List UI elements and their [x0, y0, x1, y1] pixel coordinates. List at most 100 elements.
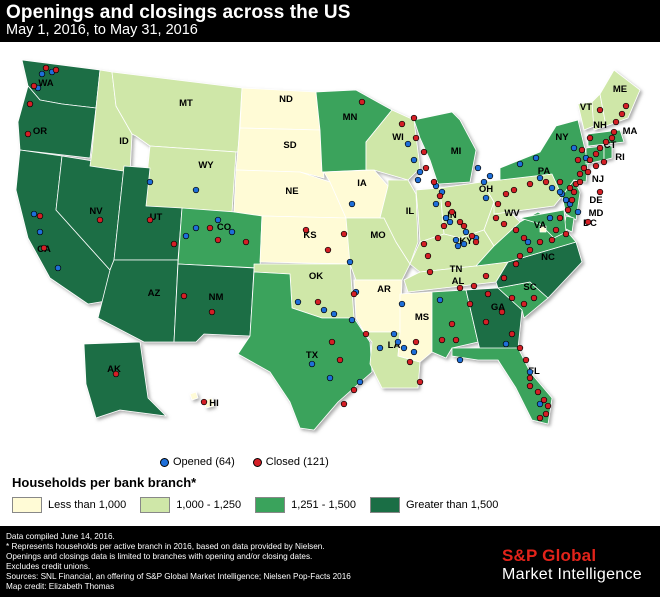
state-label-sc: SC: [523, 282, 536, 293]
opened-branch-marker: [346, 258, 354, 266]
state-pa: [481, 173, 563, 215]
closed-branch-marker: [576, 178, 584, 186]
closed-branch-marker: [552, 226, 560, 234]
state-label-in: IN: [447, 210, 457, 221]
opened-branch-marker: [462, 228, 470, 236]
legend-closed-label: Closed (121): [265, 456, 329, 468]
opened-branch-marker: [192, 224, 200, 232]
legend-swatch: [255, 497, 286, 513]
state-label-ak: AK: [107, 364, 121, 375]
state-label-mi: MI: [451, 146, 462, 157]
state-label-mo: MO: [370, 230, 385, 241]
closed-branch-marker: [498, 308, 506, 316]
state-label-or: OR: [33, 126, 47, 137]
closed-branch-marker: [420, 240, 428, 248]
state-label-nd: ND: [279, 94, 293, 105]
closed-branch-marker: [562, 230, 570, 238]
legend-title: Households per bank branch*: [12, 475, 197, 490]
legend-bin-label: 1,000 - 1,250: [176, 499, 242, 511]
closed-branch-marker: [24, 130, 32, 138]
brand-logo: S&P Global Market Intelligence: [502, 546, 642, 584]
closed-branch-marker: [472, 238, 480, 246]
state-wi: [365, 109, 421, 181]
state-or: [17, 85, 97, 159]
opened-dot-icon: [160, 457, 169, 467]
closed-branch-marker: [430, 178, 438, 186]
closed-branch-marker: [52, 66, 60, 74]
closed-branch-marker: [508, 294, 516, 302]
opened-branch-marker: [228, 228, 236, 236]
state-label-nm: NM: [209, 292, 224, 303]
opened-branch-marker: [474, 164, 482, 172]
state-label-ct: CT: [604, 140, 617, 151]
closed-branch-marker: [584, 218, 592, 226]
closed-branch-marker: [340, 400, 348, 408]
closed-branch-marker: [434, 234, 442, 242]
map-title: Openings and closings across the US: [6, 2, 351, 23]
closed-branch-marker: [548, 236, 556, 244]
closed-branch-marker: [512, 226, 520, 234]
closed-branch-marker: [42, 64, 50, 72]
closed-branch-marker: [350, 290, 358, 298]
closed-branch-marker: [214, 236, 222, 244]
closed-branch-marker: [516, 344, 524, 352]
opened-branch-marker: [398, 300, 406, 308]
opened-branch-marker: [294, 298, 302, 306]
closed-branch-marker: [340, 230, 348, 238]
opened-branch-marker: [574, 208, 582, 216]
state-label-co: CO: [217, 222, 231, 233]
state-label-ny: NY: [555, 132, 569, 143]
legend-opened: Opened (64): [160, 456, 235, 468]
opened-branch-marker: [410, 156, 418, 164]
closed-branch-marker: [336, 356, 344, 364]
state-tx: [237, 271, 373, 431]
opened-branch-marker: [570, 144, 578, 152]
opened-branch-marker: [330, 310, 338, 318]
closed-branch-marker: [584, 168, 592, 176]
closed-branch-marker: [444, 200, 452, 208]
closed-branch-marker: [512, 260, 520, 268]
note-line: Map credit: Elizabeth Thomas: [6, 582, 115, 591]
closed-branch-marker: [424, 252, 432, 260]
closed-branch-marker: [112, 370, 120, 378]
state-fl: [451, 347, 553, 425]
closed-branch-marker: [416, 378, 424, 386]
opened-branch-marker: [30, 210, 38, 218]
closed-branch-marker: [544, 402, 552, 410]
opened-branch-marker: [454, 242, 462, 250]
state-label-id: ID: [119, 136, 129, 147]
closed-branch-marker: [448, 320, 456, 328]
opened-branch-marker: [524, 238, 532, 246]
closed-branch-marker: [482, 272, 490, 280]
closed-branch-marker: [592, 150, 600, 158]
closed-branch-marker: [206, 224, 214, 232]
opened-branch-marker: [390, 330, 398, 338]
closed-branch-marker: [358, 98, 366, 106]
closed-branch-marker: [500, 274, 508, 282]
closed-branch-marker: [412, 134, 420, 142]
opened-branch-marker: [146, 178, 154, 186]
opened-branch-marker: [404, 140, 412, 148]
closed-branch-marker: [520, 300, 528, 308]
legend-bin-1: 1,000 - 1,250: [140, 497, 241, 513]
closed-branch-marker: [586, 134, 594, 142]
closed-branch-marker: [510, 186, 518, 194]
opened-branch-marker: [416, 168, 424, 176]
header: Openings and closings across the US May …: [0, 0, 660, 42]
state-label-ar: AR: [377, 284, 391, 295]
map-subtitle: May 1, 2016, to May 31, 2016: [6, 22, 198, 38]
state-label-vt: VT: [580, 102, 592, 113]
legend-bin-0: Less than 1,000: [12, 497, 126, 513]
state-dc: [539, 225, 547, 233]
state-mi: [413, 111, 477, 185]
state-label-ks: KS: [303, 230, 316, 241]
closed-branch-marker: [526, 374, 534, 382]
legend-swatch: [140, 497, 171, 513]
closed-branch-marker: [612, 118, 620, 126]
state-label-ky: KY: [459, 236, 473, 247]
opened-branch-marker: [356, 378, 364, 386]
opened-branch-marker: [556, 188, 564, 196]
closed-branch-marker: [456, 218, 464, 226]
opened-branch-marker: [480, 178, 488, 186]
